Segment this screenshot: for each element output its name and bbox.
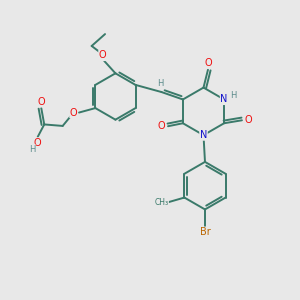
Text: O: O bbox=[70, 108, 77, 118]
Text: N: N bbox=[220, 94, 228, 104]
Text: H: H bbox=[157, 79, 163, 88]
Text: O: O bbox=[204, 58, 212, 68]
Text: O: O bbox=[34, 138, 41, 148]
Text: N: N bbox=[200, 130, 207, 140]
Text: H: H bbox=[29, 145, 35, 154]
Text: CH₃: CH₃ bbox=[154, 197, 169, 206]
Text: H: H bbox=[230, 92, 236, 100]
Text: O: O bbox=[38, 97, 45, 107]
Text: O: O bbox=[158, 121, 165, 131]
Text: O: O bbox=[244, 115, 252, 125]
Text: O: O bbox=[99, 50, 106, 61]
Text: Br: Br bbox=[200, 227, 210, 237]
